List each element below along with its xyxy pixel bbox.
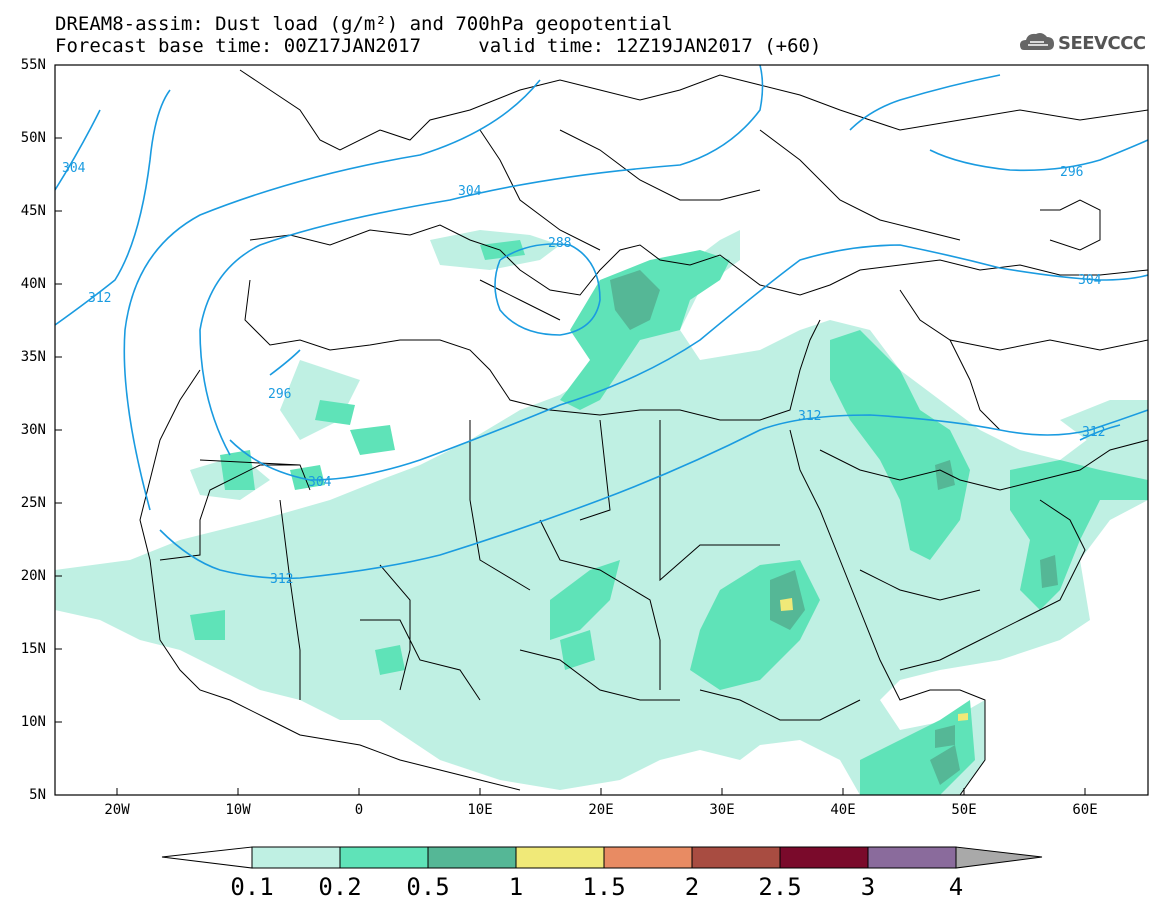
lon-label: 60E [1072, 802, 1098, 818]
contour-label: 288 [548, 236, 571, 251]
lon-label: 10E [467, 802, 493, 818]
lon-label: 0 [354, 802, 364, 818]
coastlines-and-borders [139, 69, 1148, 795]
forecast-times: Forecast base time: 00Z17JAN2017 valid t… [55, 36, 821, 56]
dust-high-shading [780, 598, 968, 721]
colorbar-label: 4 [948, 873, 964, 901]
colorbar-label: 2.5 [758, 873, 802, 901]
colorbar-label: 0.5 [406, 873, 450, 901]
contour-label: 304 [458, 184, 482, 199]
lat-label: 35N [20, 349, 46, 365]
colorbar-swatch [427, 846, 517, 869]
map-title: DREAM8-assim: Dust load (g/m²) and 700hP… [55, 13, 673, 35]
contour-labels: 304 312 304 296 304 312 296 304 312 312 … [62, 161, 1105, 587]
lon-label: 30E [709, 802, 735, 818]
lat-label: 45N [20, 203, 46, 219]
lon-label: 20W [104, 802, 130, 818]
colorbar-label: 0.2 [318, 873, 362, 901]
contour-label: 296 [268, 387, 291, 402]
lon-label: 10W [225, 802, 251, 818]
colorbar-swatch [339, 846, 429, 869]
colorbar-label: 1.5 [582, 873, 626, 901]
contour-label: 296 [1060, 165, 1083, 180]
colorbar-label: 3 [860, 873, 876, 901]
colorbar-swatch [779, 846, 869, 869]
colorbar-swatch [867, 846, 957, 869]
contour-label: 304 [1078, 273, 1102, 288]
contour-label: 312 [88, 291, 111, 306]
colorbar-label: 2 [684, 873, 700, 901]
colorbar-label: 0.1 [230, 873, 274, 901]
valid-time: valid time: 12Z19JAN2017 (+60) [478, 35, 822, 57]
logo-text: SEEVCCC [1058, 33, 1146, 54]
contour-label: 304 [308, 475, 332, 490]
colorbar-swatch [603, 846, 693, 869]
contour-label: 304 [62, 161, 86, 176]
lat-label: 15N [20, 641, 46, 657]
colorbar-lower-triangle [161, 846, 253, 869]
colorbar-upper-triangle [955, 846, 1043, 869]
contour-label: 312 [270, 572, 293, 587]
lat-label: 30N [20, 422, 46, 438]
colorbar [161, 846, 1043, 869]
lat-label: 40N [20, 276, 46, 292]
colorbar-label: 1 [508, 873, 524, 901]
dust-dark-shading [610, 270, 1058, 785]
base-time: Forecast base time: 00Z17JAN2017 [55, 35, 422, 57]
lat-label: 25N [20, 495, 46, 511]
cloud-logo-icon [1020, 33, 1054, 50]
contour-label: 312 [1082, 425, 1105, 440]
contour-label: 312 [798, 409, 821, 424]
colorbar-swatch [251, 846, 341, 869]
lat-label: 10N [20, 714, 46, 730]
lon-label: 50E [951, 802, 977, 818]
lat-label: 5N [29, 787, 46, 803]
geopotential-contours [55, 65, 1148, 580]
lon-label: 40E [830, 802, 856, 818]
lat-label: 20N [20, 568, 46, 584]
colorbar-swatch [691, 846, 781, 869]
lat-label: 50N [20, 130, 46, 146]
colorbar-swatch [515, 846, 605, 869]
axis-ticks [55, 64, 1086, 795]
lat-label: 55N [20, 57, 46, 73]
lon-label: 20E [588, 802, 614, 818]
